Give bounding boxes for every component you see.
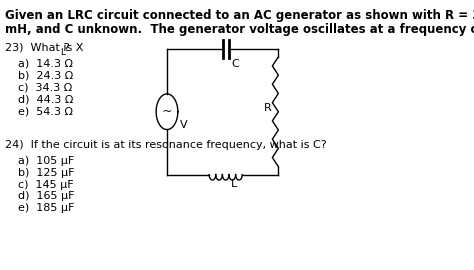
Text: c)  145 μF: c) 145 μF [18,180,74,190]
Text: c)  34.3 Ω: c) 34.3 Ω [18,83,73,93]
Text: V: V [180,120,187,130]
Text: ~: ~ [162,105,172,118]
Text: 24)  If the circuit is at its resonance frequency, what is C?: 24) If the circuit is at its resonance f… [5,140,327,150]
Text: d)  165 μF: d) 165 μF [18,191,75,201]
Text: C: C [231,59,239,69]
Text: Given an LRC circuit connected to an AC generator as shown with R = 32 Ω, L = 38: Given an LRC circuit connected to an AC … [5,9,474,22]
Text: L: L [60,48,65,57]
Text: mH, and C unknown.  The generator voltage oscillates at a frequency of 60 Hz.: mH, and C unknown. The generator voltage… [5,23,474,36]
Text: b)  125 μF: b) 125 μF [18,168,75,178]
Text: d)  44.3 Ω: d) 44.3 Ω [18,94,73,104]
Text: e)  54.3 Ω: e) 54.3 Ω [18,106,73,116]
Text: a)  14.3 Ω: a) 14.3 Ω [18,59,73,69]
Text: e)  185 μF: e) 185 μF [18,203,74,213]
Text: b)  24.3 Ω: b) 24.3 Ω [18,71,73,81]
Text: ?: ? [64,43,69,53]
Text: 23)  What is X: 23) What is X [5,43,83,53]
Text: a)  105 μF: a) 105 μF [18,156,74,166]
Text: R: R [264,103,272,113]
Text: L: L [230,178,237,188]
